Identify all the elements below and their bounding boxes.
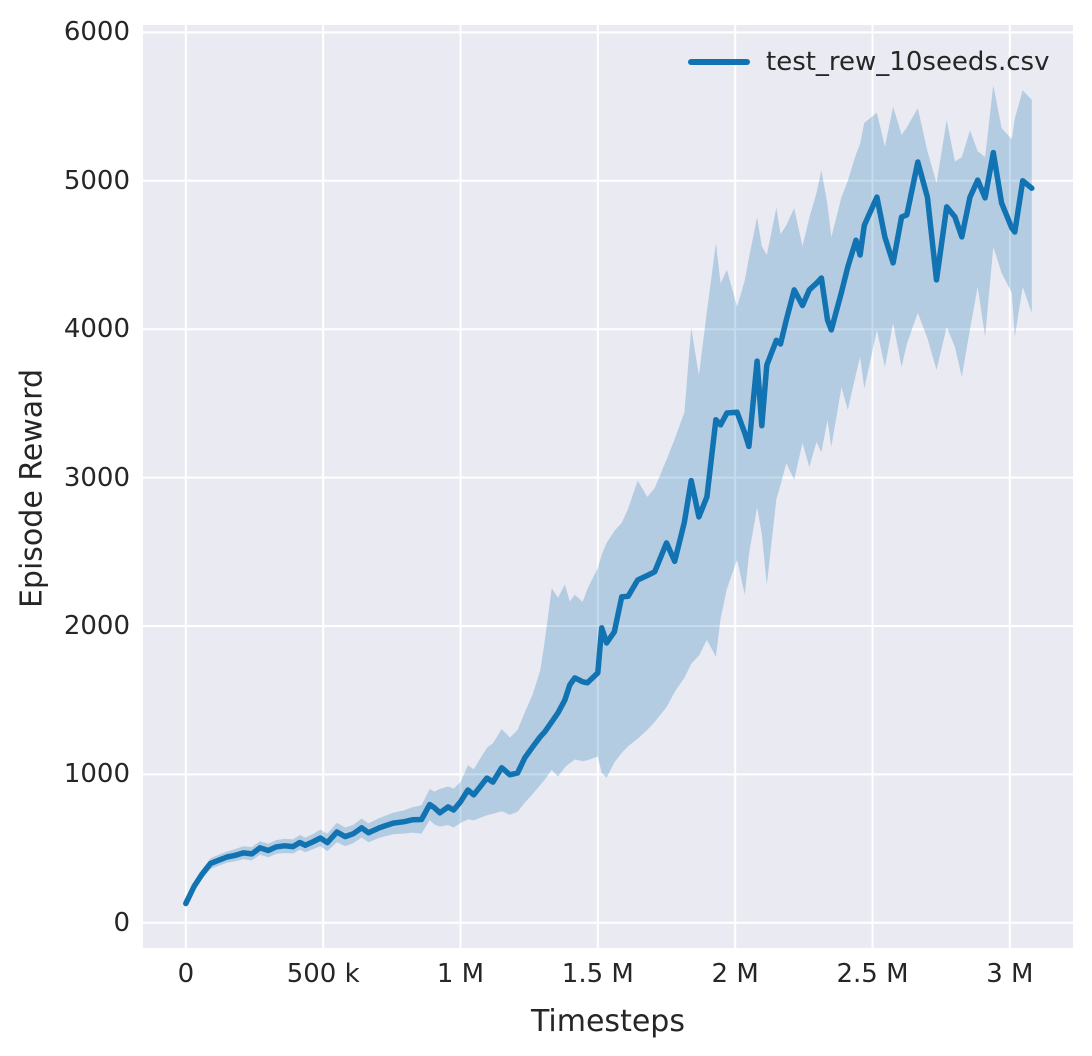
legend-line-swatch [688, 59, 750, 65]
y-axis-label: Episode Reward [14, 368, 50, 609]
legend-label: test_rew_10seeds.csv [766, 47, 1050, 77]
y-tick-label: 3000 [63, 462, 130, 493]
x-tick-label: 1 M [436, 959, 485, 989]
y-tick-label: 1000 [63, 759, 130, 790]
y-tick-label: 5000 [63, 165, 130, 196]
x-tick-label: 0 [177, 959, 195, 989]
legend: test_rew_10seeds.csv [688, 47, 1049, 77]
y-tick-label: 2000 [63, 610, 130, 641]
plot-area: test_rew_10seeds.csv [143, 25, 1073, 948]
y-tick-label: 4000 [63, 314, 130, 345]
confidence-band [185, 85, 1032, 907]
x-tick-label: 2 M [711, 959, 759, 989]
x-tick-label: 3 M [986, 959, 1034, 989]
x-tick-label: 2.5 M [836, 959, 909, 989]
y-tick-label: 0 [113, 907, 130, 938]
mean-line [183, 149, 1035, 907]
x-tick-label: 500 k [286, 959, 360, 989]
plot-canvas [143, 25, 1073, 948]
x-tick-label: 1.5 M [561, 959, 634, 989]
y-tick-label: 6000 [63, 17, 130, 48]
x-axis-label: Timesteps [531, 1004, 685, 1039]
